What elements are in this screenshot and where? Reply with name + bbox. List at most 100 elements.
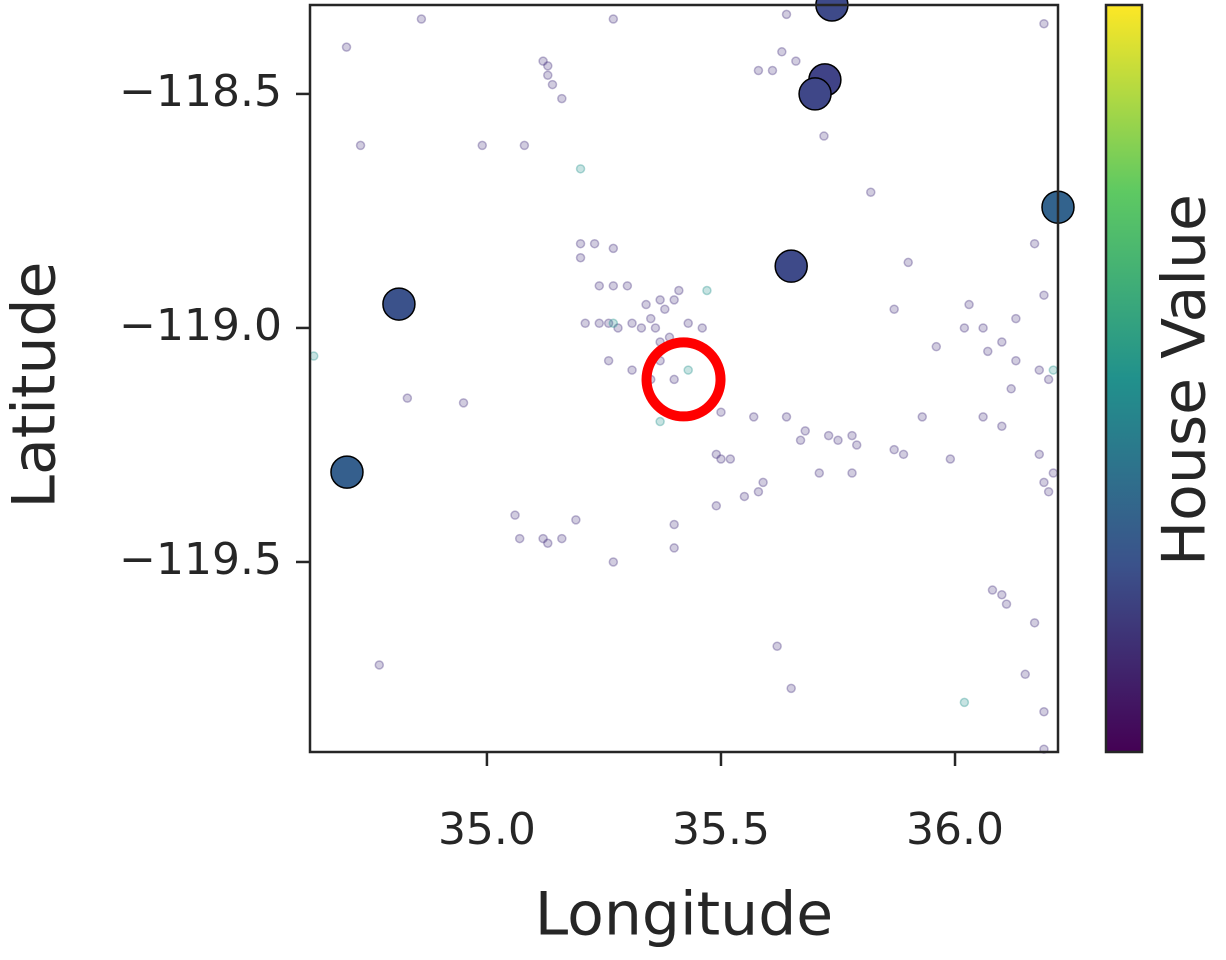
point xyxy=(650,323,661,333)
point xyxy=(997,337,1007,347)
x-tick-label: 35.0 xyxy=(438,804,536,855)
point xyxy=(589,238,600,249)
point xyxy=(608,557,619,567)
point xyxy=(964,299,974,310)
point xyxy=(978,323,988,333)
point xyxy=(669,543,679,553)
point xyxy=(800,426,810,436)
point xyxy=(660,304,670,314)
point xyxy=(669,295,679,305)
point xyxy=(786,683,796,694)
point xyxy=(580,318,590,329)
point xyxy=(355,140,366,151)
point xyxy=(543,538,553,549)
point xyxy=(374,660,385,670)
point xyxy=(613,323,623,333)
point xyxy=(641,299,651,310)
point xyxy=(795,435,806,446)
point xyxy=(575,238,586,249)
point xyxy=(866,187,876,197)
point xyxy=(917,412,928,422)
x-tick-label: 36.0 xyxy=(906,804,1004,855)
point xyxy=(997,421,1007,431)
point xyxy=(646,313,656,324)
point xyxy=(538,533,548,544)
point xyxy=(1034,365,1045,375)
point xyxy=(608,281,619,291)
point xyxy=(1001,599,1012,609)
point xyxy=(758,477,768,488)
point xyxy=(608,318,619,329)
point xyxy=(1039,477,1049,488)
point xyxy=(636,323,647,333)
point xyxy=(781,412,792,422)
point xyxy=(519,140,530,151)
point xyxy=(1043,487,1054,497)
point xyxy=(1029,618,1040,628)
point xyxy=(1029,238,1040,249)
point xyxy=(416,14,427,24)
point xyxy=(603,355,614,366)
point xyxy=(514,533,525,544)
large-point xyxy=(330,455,364,489)
point xyxy=(627,365,637,375)
plot-frame xyxy=(308,3,1060,754)
point xyxy=(847,430,857,441)
point xyxy=(997,589,1007,600)
point xyxy=(1020,669,1030,680)
point xyxy=(655,295,665,305)
large-point xyxy=(798,77,832,111)
point xyxy=(931,341,942,352)
point xyxy=(674,285,684,296)
point xyxy=(819,131,829,141)
point xyxy=(702,285,712,296)
point xyxy=(814,468,825,478)
point xyxy=(575,164,586,174)
large-point xyxy=(382,287,416,321)
point xyxy=(833,435,843,446)
point xyxy=(538,56,548,66)
point xyxy=(1006,384,1016,394)
point xyxy=(716,407,726,417)
point xyxy=(594,318,605,329)
point xyxy=(594,281,605,291)
point xyxy=(458,398,469,408)
point xyxy=(1011,313,1021,324)
point xyxy=(1043,374,1054,385)
point xyxy=(608,243,619,254)
point xyxy=(547,79,558,90)
point xyxy=(711,501,722,511)
point xyxy=(847,468,857,478)
point xyxy=(987,585,998,595)
point xyxy=(669,374,679,385)
point xyxy=(557,533,567,544)
point xyxy=(1039,706,1049,717)
highlight-ring xyxy=(641,337,726,422)
point xyxy=(683,365,693,375)
point xyxy=(791,56,801,66)
colorbar-label: House Value xyxy=(1150,194,1220,566)
y-axis-label: Latitude xyxy=(0,262,70,509)
point xyxy=(772,641,782,651)
point xyxy=(711,449,722,460)
point xyxy=(669,519,679,530)
point xyxy=(777,47,787,57)
point xyxy=(959,697,970,708)
point xyxy=(1011,355,1021,366)
point xyxy=(543,70,553,80)
point xyxy=(767,65,778,76)
large-point xyxy=(774,249,808,283)
point xyxy=(341,42,352,52)
point xyxy=(983,346,993,357)
point xyxy=(748,412,759,422)
point xyxy=(608,14,619,24)
point xyxy=(739,491,750,502)
point xyxy=(557,93,567,104)
y-tick-label: −119.5 xyxy=(119,534,282,585)
point xyxy=(753,487,764,497)
x-tick-label: 35.5 xyxy=(672,804,770,855)
point xyxy=(959,323,970,333)
point xyxy=(903,257,913,268)
point xyxy=(753,65,764,76)
